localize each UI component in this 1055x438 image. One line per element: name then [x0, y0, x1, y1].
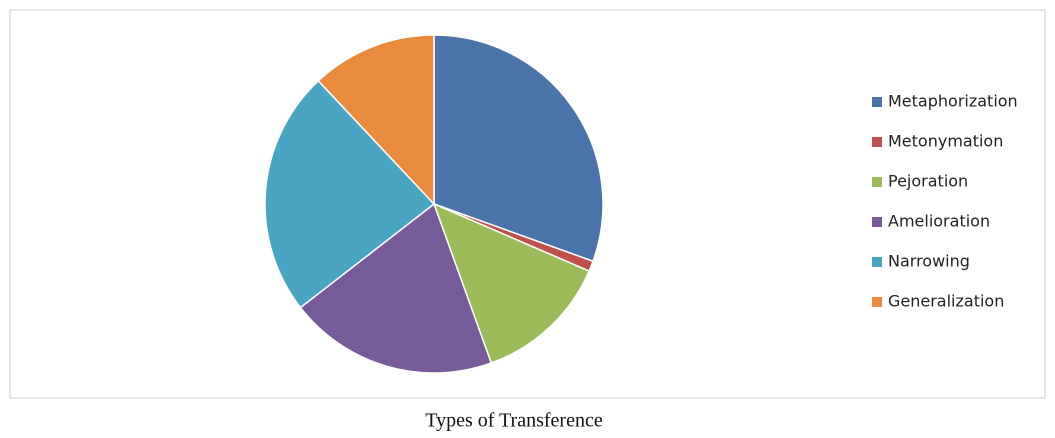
pie-slice — [317, 34, 435, 206]
pie-slice — [432, 202, 591, 364]
pie-slice — [433, 34, 604, 263]
pie-slice — [264, 79, 436, 309]
legend-swatch — [872, 217, 882, 227]
legend-swatch — [872, 97, 882, 107]
legend-label: Narrowing — [888, 252, 970, 271]
legend-label: Metonymation — [888, 132, 1003, 151]
chart-title: Types of Transference — [425, 410, 603, 432]
legend-label: Metaphorization — [888, 92, 1018, 111]
legend-swatch — [872, 137, 882, 147]
legend-swatch — [872, 257, 882, 267]
legend-label: Generalization — [888, 292, 1004, 311]
legend-swatch — [872, 177, 882, 187]
legend-swatch — [872, 297, 882, 307]
legend-label: Amelioration — [888, 212, 990, 231]
legend-label: Pejoration — [888, 172, 968, 191]
pie-slice — [299, 202, 493, 374]
